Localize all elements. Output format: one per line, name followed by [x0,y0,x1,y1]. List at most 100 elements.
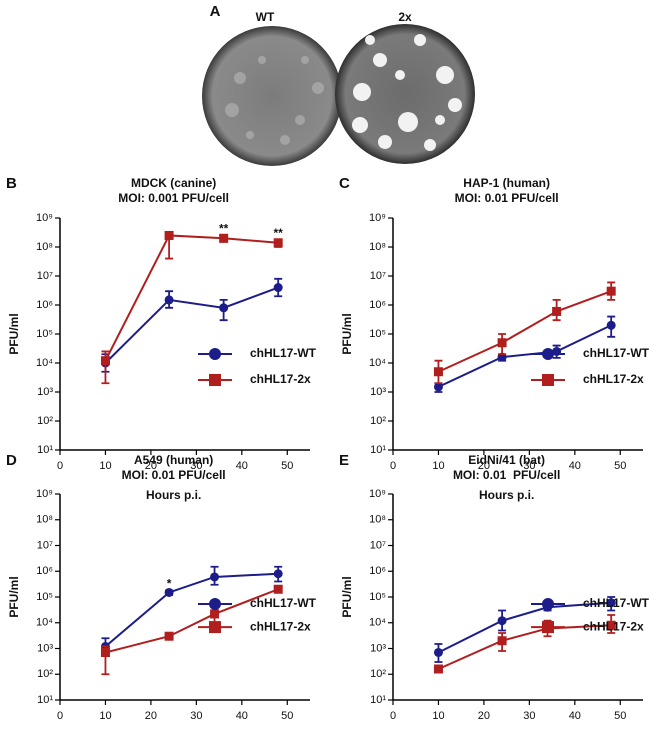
chart-title: HAP-1 (human) [463,176,550,190]
y-tick-label: 10¹ [37,694,53,706]
legend-label: chHL17-2x [250,619,311,633]
y-tick-label: 10³ [370,642,386,654]
y-tick-label: 10¹ [370,694,386,706]
panel-letter: B [6,175,17,192]
marker [273,569,283,579]
legend-marker [209,348,221,360]
marker [497,616,507,626]
x-tick-label: 20 [145,710,157,722]
x-tick-label: 40 [569,710,581,722]
y-tick-label: 10⁷ [370,270,386,282]
legend-marker [209,598,221,610]
y-tick-label: 10³ [37,642,53,654]
y-axis-label: PFU/ml [340,576,354,617]
legend-marker [542,598,554,610]
series-line [104,234,279,362]
chart-title: EidNi/41 (bat) [468,453,545,467]
y-axis-label: PFU/ml [7,576,21,617]
panel-letter: A [210,3,221,20]
x-tick-label: 10 [432,460,444,472]
y-tick-label: 10⁴ [369,357,386,369]
marker [273,584,283,594]
panel-letter: D [6,452,17,469]
annotation: ** [219,222,229,236]
legend-label: chHL17-2x [250,372,311,386]
x-tick-label: 30 [523,710,535,722]
legend-label: chHL17-2x [583,619,644,633]
marker [164,295,174,305]
x-tick-label: 50 [614,710,626,722]
marker [606,620,616,630]
plaque-label: 2x [398,10,412,24]
y-tick-label: 10⁸ [369,241,386,253]
marker [606,320,616,330]
x-tick-label: 40 [569,460,581,472]
x-tick-label: 40 [236,460,248,472]
chart-subtitle: MOI: 0.01 PFU/cell [455,191,559,205]
marker [433,647,443,657]
chart-subtitle: MOI: 0.01 PFU/cell [122,468,226,482]
series-line [438,624,612,670]
legend-label: chHL17-WT [250,346,317,360]
marker [497,636,507,646]
y-tick-label: 10⁶ [36,565,53,577]
plaque-dish [335,24,475,164]
y-tick-label: 10³ [370,386,386,398]
y-tick-label: 10⁹ [36,488,53,500]
panel-a: A WT 2x [202,3,475,166]
panel-letter: E [339,452,349,469]
y-tick-label: 10⁷ [370,539,386,551]
x-axis-label: Hours p.i. [479,488,534,502]
chart-subtitle: MOI: 0.001 PFU/cell [118,191,229,205]
series-line [104,286,279,364]
y-tick-label: 10² [370,668,386,680]
chart-title: A549 (human) [134,453,213,467]
plaques [352,34,462,151]
y-tick-label: 10⁵ [369,328,386,340]
marker [100,356,110,366]
legend-label: chHL17-2x [583,372,644,386]
annotation: ** [274,226,284,240]
marker [164,230,174,240]
x-tick-label: 0 [390,710,396,722]
series-line [104,572,279,648]
x-tick-label: 30 [523,460,535,472]
x-tick-label: 30 [190,460,202,472]
y-tick-label: 10³ [37,386,53,398]
marker [273,283,283,293]
y-tick-label: 10¹ [37,444,53,456]
x-tick-label: 20 [478,710,490,722]
series-line [438,290,612,373]
x-axis-label: Hours p.i. [146,488,201,502]
annotation: * [167,577,172,591]
legend-marker [209,621,221,634]
y-tick-label: 10⁶ [369,299,386,311]
x-tick-label: 50 [281,460,293,472]
y-tick-label: 10⁵ [36,591,53,603]
y-tick-label: 10⁵ [36,328,53,340]
y-tick-label: 10⁸ [36,514,53,526]
x-tick-label: 10 [99,460,111,472]
x-tick-label: 0 [390,460,396,472]
marker [552,306,562,316]
marker [606,286,616,296]
marker [433,382,443,392]
y-tick-label: 10² [37,415,53,427]
x-tick-label: 50 [281,710,293,722]
plaque-dish [202,26,342,166]
x-tick-label: 30 [190,710,202,722]
legend-label: chHL17-WT [583,596,650,610]
legend-label: chHL17-WT [250,596,317,610]
legend-marker [542,348,554,360]
marker [433,367,443,377]
marker [219,303,229,313]
panel-letter: C [339,175,350,192]
marker [164,587,174,597]
y-tick-label: 10⁷ [37,539,53,551]
marker [219,233,229,243]
y-tick-label: 10⁹ [369,212,386,224]
marker [497,338,507,348]
y-axis-label: PFU/ml [340,313,354,354]
y-tick-label: 10² [370,415,386,427]
